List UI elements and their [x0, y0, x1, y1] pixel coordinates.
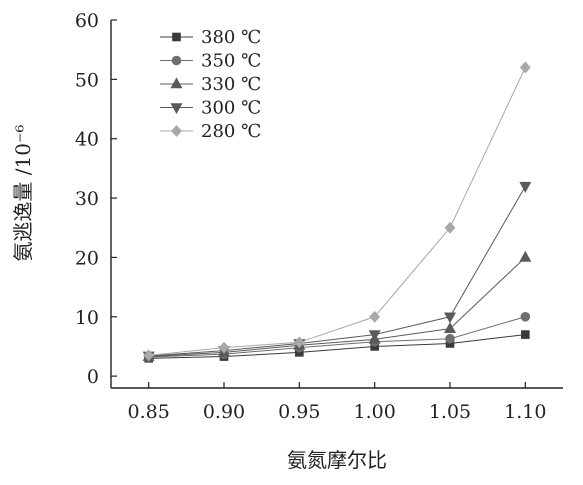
y-ticks: 0 10 20 30 40 50 60: [75, 10, 117, 388]
data-point: [519, 250, 532, 262]
axes: [110, 20, 563, 389]
y-tick-label: 30: [75, 188, 99, 210]
data-point: [369, 310, 381, 323]
legend-label: 280 ℃: [201, 121, 261, 142]
series-line: [148, 185, 526, 357]
legend-label: 380 ℃: [201, 27, 261, 48]
data-point: [443, 322, 457, 333]
series-lines: [148, 67, 526, 359]
legend-marker: [171, 55, 182, 66]
data-point: [445, 333, 455, 344]
data-point: [520, 311, 531, 322]
series-line: [148, 67, 526, 356]
x-ticks: 0.85 0.90 0.95 1.00 1.05 1.10: [128, 382, 546, 423]
data-point: [443, 312, 457, 324]
legend-marker: [171, 125, 182, 137]
data-point: [521, 330, 530, 339]
data-point: [143, 349, 155, 362]
series-markers: [142, 61, 532, 363]
x-tick-label: 0.95: [278, 401, 320, 423]
data-point: [519, 181, 532, 193]
x-tick-label: 1.10: [504, 401, 546, 423]
legend-marker: [170, 77, 183, 89]
y-tick-label: 0: [87, 366, 99, 388]
series-line: [148, 257, 526, 358]
x-tick-label: 0.90: [203, 401, 245, 423]
legend-label: 330 ℃: [201, 74, 261, 95]
y-tick-label: 60: [75, 10, 99, 32]
legend-label: 350 ℃: [201, 51, 261, 72]
data-point: [444, 221, 456, 234]
data-point: [368, 330, 381, 342]
legend-marker: [170, 103, 183, 115]
legend-marker: [172, 32, 181, 42]
series-line: [148, 316, 526, 358]
x-tick-label: 1.05: [429, 401, 471, 423]
y-tick-label: 50: [75, 69, 99, 91]
legend-label: 300 ℃: [201, 98, 261, 119]
data-point: [293, 336, 305, 349]
data-point: [519, 61, 531, 74]
y-tick-label: 40: [75, 129, 99, 151]
y-tick-label: 10: [75, 307, 99, 329]
data-point: [218, 341, 230, 354]
y-tick-label: 20: [75, 247, 99, 269]
x-tick-label: 0.85: [128, 401, 170, 423]
series-line: [148, 334, 526, 359]
x-tick-label: 1.00: [354, 401, 396, 423]
x-axis-title: 氨氮摩尔比: [287, 448, 387, 472]
y-axis-title: 氨逃逸量 /10⁻⁶: [11, 124, 35, 261]
